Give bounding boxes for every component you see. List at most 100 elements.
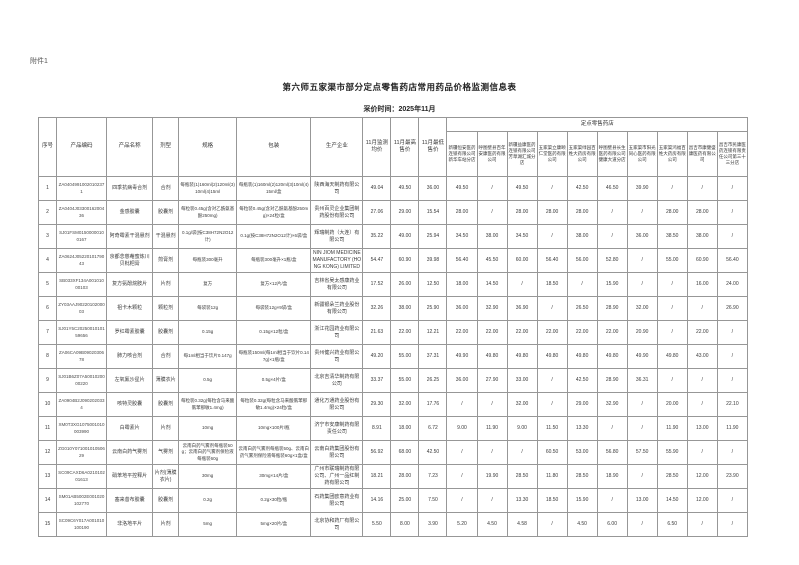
cell-pack: 0.1g(按C38H72N2O12计)×6袋/盒 [236, 224, 312, 249]
cell-product-name: 京都念慈菴蜜炼川贝枇杷膏 [106, 248, 154, 273]
cell-avg-price: 56.92 [362, 440, 392, 465]
cell-max-price: 29.00 [390, 200, 420, 225]
cell-pharmacy-price: / [626, 416, 658, 441]
col-header-name: 产品名称 [106, 117, 154, 177]
cell-pharmacy-price: 49.80 [536, 344, 568, 369]
cell-code: SJ01Y5C2025001010159656 [56, 320, 108, 345]
cell-pharmacy-price: / [476, 176, 508, 201]
cell-code: SJ01FSM01500000100167 [56, 224, 108, 249]
cell-pack: 0.5g×4片/盒 [236, 368, 312, 393]
cell-pharmacy-price: 11.90 [716, 416, 749, 441]
cell-max-price: 38.00 [390, 296, 420, 321]
cell-no: 6 [37, 296, 58, 321]
cell-pharmacy-price: 49.50 [446, 176, 478, 201]
cell-pharmacy-price: / [446, 464, 478, 489]
cell-pharmacy-price: 32.00 [626, 296, 658, 321]
pharmacy-header: 呼图壁县长生医药有限公司健康大道分店 [596, 131, 628, 177]
cell-pharmacy-price: 22.10 [716, 392, 749, 417]
cell-pharmacy-price: 36.31 [626, 368, 658, 393]
cell-max-price: 25.00 [390, 488, 420, 513]
cell-pharmacy-price: / [656, 296, 688, 321]
cell-pharmacy-price: 18.50 [536, 272, 568, 297]
col-header-no: 序号 [37, 117, 58, 177]
cell-spec: 每粒装0.45g(含对乙酰氨基酚250mg) [178, 200, 238, 225]
pharmacy-header: 昌吉市康健盛康医药有限公司 [686, 131, 718, 177]
cell-product-name: 硝苯地平控释片 [106, 464, 154, 489]
cell-product-name: 祖卡木颗粒 [106, 296, 154, 321]
cell-pharmacy-price: 60.90 [686, 248, 718, 273]
cell-pharmacy-price: 28.00 [446, 200, 478, 225]
cell-pharmacy-price: 28.50 [506, 464, 538, 489]
cell-pharmacy-price: 38.00 [686, 224, 718, 249]
cell-code: ZA06CA09B0902030678 [56, 344, 108, 369]
cell-pharmacy-price: 34.50 [506, 224, 538, 249]
cell-pharmacy-price: 36.00 [626, 224, 658, 249]
cell-form: 片剂 [152, 272, 180, 297]
cell-pharmacy-price: 46.50 [596, 176, 628, 201]
cell-maker: 浙江花园药业有限公司 [310, 320, 364, 345]
col-header-avg-price: 11月监测均价 [362, 117, 392, 177]
cell-pharmacy-price: / [536, 296, 568, 321]
cell-pharmacy-price: / [626, 512, 658, 537]
pharmacy-header: 新疆益康医药连锁有限公司芳草湖汇城分店 [506, 131, 538, 177]
cell-pharmacy-price: 49.90 [446, 344, 478, 369]
cell-form: 煎膏剂 [152, 248, 180, 273]
header-row-pharmacies: 新疆恒安医药连锁有限公司新华车站分店 呼图壁县百年安康医药有限公司 新疆益康医药… [39, 131, 749, 177]
cell-spec: 每瓶装(1)160ml(2)120ml(3)10ml(4)15ml [178, 176, 238, 201]
cell-maker: 石药集团欧意药业有限公司 [310, 488, 364, 513]
col-header-max-price: 11月最高售价 [390, 117, 420, 177]
cell-avg-price: 17.52 [362, 272, 392, 297]
cell-pharmacy-price: 6.50 [656, 512, 688, 537]
cell-avg-price: 18.21 [362, 464, 392, 489]
cell-pharmacy-price: 39.90 [626, 176, 658, 201]
cell-spec: 0.1g/袋(按C38H72N2O12计) [178, 224, 238, 249]
cell-pharmacy-price: 33.00 [506, 368, 538, 393]
cell-no: 1 [37, 176, 58, 201]
cell-pharmacy-price: 22.00 [536, 320, 568, 345]
cell-maker: 北京协和药厂有限公司 [310, 512, 364, 537]
cell-avg-price: 29.30 [362, 392, 392, 417]
cell-pharmacy-price: / [476, 440, 508, 465]
cell-pharmacy-price: 13.00 [686, 416, 718, 441]
cell-avg-price: 49.20 [362, 344, 392, 369]
cell-avg-price: 8.91 [362, 416, 392, 441]
cell-pharmacy-price: 56.40 [446, 248, 478, 273]
cell-pharmacy-price: 11.90 [476, 416, 508, 441]
cell-pharmacy-price: 22.00 [476, 320, 508, 345]
cell-maker: 济宁市安康制药有限责任公司 [310, 416, 364, 441]
cell-pharmacy-price: 22.00 [506, 320, 538, 345]
cell-no: 4 [37, 248, 58, 273]
cell-form: 胶囊剂 [152, 200, 180, 225]
cell-pharmacy-price: 18.00 [446, 272, 478, 297]
cell-product-name: 咳特灵胶囊 [106, 392, 154, 417]
pharmacy-header: 昌吉市民康医药连锁有限责任公司第三十三分店 [716, 131, 749, 177]
table-row: 14 SM01AB5002E001020102770 塞来昔布胶囊 胶囊剂 0.2g 0.… [37, 488, 749, 513]
cell-no: 13 [37, 464, 58, 489]
cell-pharmacy-price: / [446, 392, 478, 417]
cell-min-price: 26.25 [418, 368, 448, 393]
cell-maker: 北京吉清华制药有限公司 [310, 368, 364, 393]
cell-pharmacy-price: / [596, 488, 628, 513]
pharmacy-header: 五家渠市阳光同心医药有限公司 [626, 131, 658, 177]
price-monitor-table: 序号 产品编码 产品名称 剂型 规格 包装 生产企业 11月监测均价 11月最高… [37, 117, 749, 537]
cell-spec: 0.2g [178, 488, 238, 513]
cell-pharmacy-price: / [716, 488, 749, 513]
cell-pharmacy-price: 49.50 [506, 176, 538, 201]
cell-pharmacy-price: 52.80 [596, 248, 628, 273]
cell-pack: 复方×12片/盒 [236, 272, 312, 297]
cell-pharmacy-price: 42.50 [566, 176, 598, 201]
cell-pharmacy-price: / [656, 368, 688, 393]
cell-no: 7 [37, 320, 58, 345]
cell-product-name: 罗红霉素胶囊 [106, 320, 154, 345]
cell-pharmacy-price: 22.00 [596, 320, 628, 345]
table-row: 9 SJ01B6Z07A5001020000220 左氧氟沙星片 薄膜衣片 0.5g 0.… [37, 368, 749, 393]
pharmacy-header: 呼图壁县百年安康医药有限公司 [476, 131, 508, 177]
cell-code: XM0T3XG1075001010003990 [56, 416, 108, 441]
cell-max-price: 49.50 [390, 176, 420, 201]
cell-code: ZY03AAJ9022010200003 [56, 296, 108, 321]
cell-form: 薄膜衣片 [152, 368, 180, 393]
cell-spec: 30mg [178, 464, 238, 489]
cell-min-price: 12.21 [418, 320, 448, 345]
cell-pharmacy-price: / [506, 272, 538, 297]
table-row: 12 ZG010Y07100101050629 云南白药气雾剂 气雾剂 云南白药气雾剂每… [37, 440, 749, 465]
